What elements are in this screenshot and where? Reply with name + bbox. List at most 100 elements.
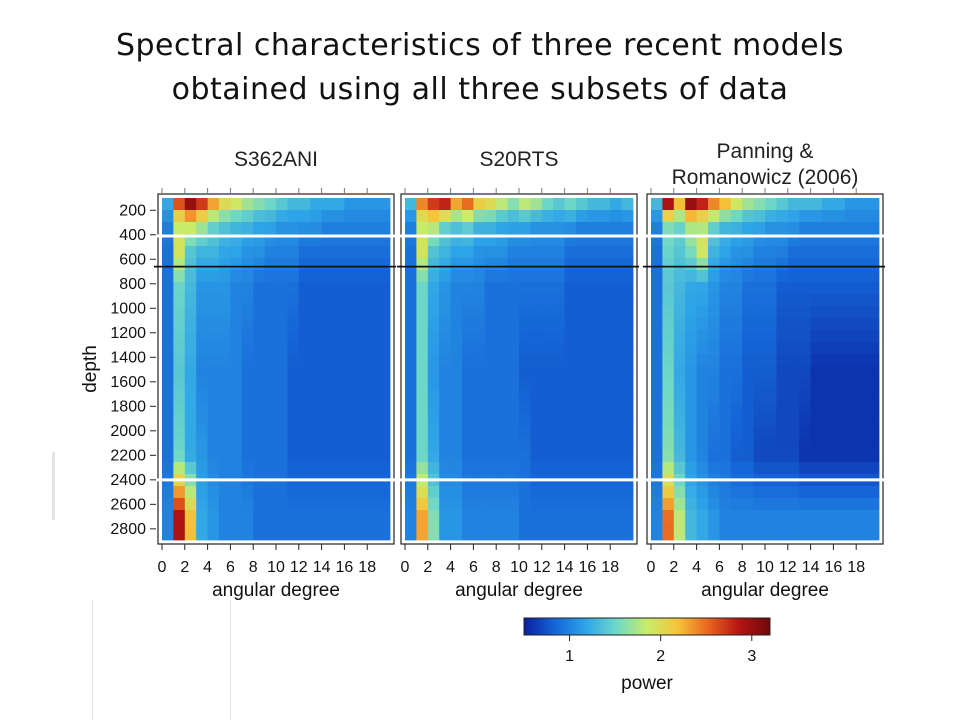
heatmap-cell (298, 318, 311, 331)
heatmap-cell (496, 246, 508, 259)
heatmap-cell (184, 522, 197, 535)
heatmap-cell (576, 534, 588, 541)
heatmap-cell (207, 522, 220, 535)
heatmap-cell (355, 246, 368, 259)
heatmap-cell (241, 366, 254, 379)
heatmap-cell (564, 438, 577, 451)
heatmap-cell (564, 498, 577, 511)
heatmap-cell (662, 198, 675, 211)
heatmap-cell (298, 246, 311, 259)
heatmap-cell (719, 234, 732, 247)
heatmap-cell (822, 330, 834, 343)
heatmap-cell (367, 426, 379, 439)
heatmap-cell (355, 330, 368, 343)
heatmap-cell (184, 234, 197, 247)
heatmap-cell (753, 222, 766, 235)
heatmap-cell (867, 294, 880, 307)
heatmap-cell (344, 210, 357, 223)
heatmap-cell (196, 522, 208, 535)
heatmap-cell (651, 438, 663, 451)
heatmap-cell (427, 318, 440, 331)
heatmap-cell (587, 354, 600, 367)
heatmap-cell (184, 426, 197, 439)
heatmap-cell (184, 198, 197, 211)
heatmap-cell (662, 270, 675, 283)
heatmap-cell (696, 414, 709, 427)
x-tick-label: 16 (336, 559, 354, 576)
heatmap-cell (253, 246, 265, 259)
heatmap-cell (462, 354, 474, 367)
heatmap-cell (496, 270, 508, 283)
heatmap-cell (519, 462, 531, 475)
heatmap-cell (719, 498, 732, 511)
heatmap-cell (462, 318, 474, 331)
heatmap-cell (507, 294, 520, 307)
heatmap-cell (484, 210, 497, 223)
heatmap-cell (219, 282, 231, 295)
heatmap-cell (799, 426, 811, 439)
heatmap-cell (685, 330, 697, 343)
heatmap-cell (253, 366, 265, 379)
heatmap-cell (564, 294, 577, 307)
heatmap-cell (253, 354, 265, 367)
heatmap-cell (173, 426, 186, 439)
heatmap-cell (450, 222, 463, 235)
x-axis-title: angular degree (212, 580, 340, 601)
heatmap-cell (484, 486, 497, 499)
heatmap-cell (427, 342, 440, 355)
heatmap-cell (276, 246, 288, 259)
heatmap-cell (765, 318, 777, 331)
heatmap-cell (321, 210, 334, 223)
heatmap-cell (662, 462, 675, 475)
heatmap-cell (355, 438, 368, 451)
heatmap-cell (776, 534, 789, 541)
heatmap-cell (473, 258, 486, 271)
heatmap-cell (519, 210, 531, 223)
heatmap-cell (662, 210, 675, 223)
heatmap-cell (462, 210, 474, 223)
heatmap-cell (473, 222, 486, 235)
heatmap-cell (416, 390, 429, 403)
heatmap-cell (427, 498, 440, 511)
heatmap-cell (207, 294, 220, 307)
heatmap-cell (598, 450, 611, 463)
heatmap-cell (719, 342, 732, 355)
heatmap-cell (576, 522, 588, 535)
heatmap-cell (673, 318, 686, 331)
heatmap-cell (219, 498, 231, 511)
heatmap-cell (344, 522, 357, 535)
heatmap-cell (856, 258, 868, 271)
heatmap-cell (822, 438, 834, 451)
heatmap-cell (196, 462, 208, 475)
heatmap-cell (321, 342, 334, 355)
heatmap-cell (355, 486, 368, 499)
heatmap-cell (708, 294, 720, 307)
heatmap-cell (564, 534, 577, 541)
heatmap-cell (264, 342, 277, 355)
heatmap-cell (696, 258, 709, 271)
heatmap-cell (207, 366, 220, 379)
heatmap-cell (496, 510, 508, 523)
heatmap-cell (241, 462, 254, 475)
heatmap-cell (196, 318, 208, 331)
heatmap-cell (230, 402, 243, 415)
heatmap-cell (507, 498, 520, 511)
heatmap-cell (439, 294, 451, 307)
heatmap-cell (730, 306, 743, 319)
heatmap-cell (833, 522, 846, 535)
heatmap-cell (598, 210, 611, 223)
heatmap-cell (799, 318, 811, 331)
heatmap-cell (241, 390, 254, 403)
heatmap-cell (742, 330, 754, 343)
heatmap-cell (730, 534, 743, 541)
heatmap-cell (867, 534, 880, 541)
heatmap-cell (507, 402, 520, 415)
heatmap-cell (496, 390, 508, 403)
heatmap-cell (673, 366, 686, 379)
heatmap-cell (856, 390, 868, 403)
heatmap-cell (610, 534, 622, 541)
heatmap-cell (507, 426, 520, 439)
heatmap-cell (696, 306, 709, 319)
heatmap-cell (367, 318, 379, 331)
heatmap-cell (184, 498, 197, 511)
